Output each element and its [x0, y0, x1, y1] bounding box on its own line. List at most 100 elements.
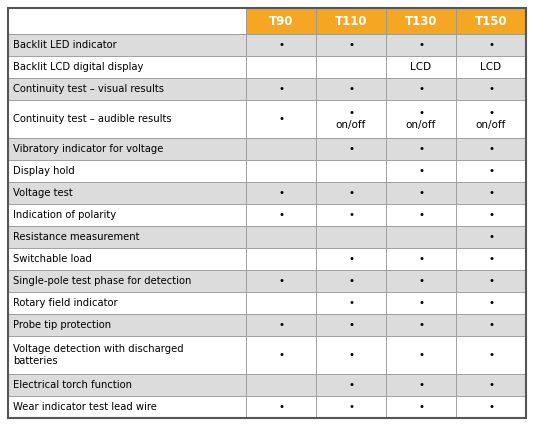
- Text: T130: T130: [405, 15, 437, 27]
- Text: •: •: [278, 350, 284, 360]
- Text: •: •: [418, 40, 424, 50]
- Text: Probe tip protection: Probe tip protection: [13, 320, 111, 330]
- Text: •: •: [488, 40, 494, 50]
- Text: Single-pole test phase for detection: Single-pole test phase for detection: [13, 276, 191, 286]
- Bar: [316, 314, 386, 336]
- Text: Display hold: Display hold: [13, 166, 75, 176]
- Bar: [456, 314, 526, 336]
- Bar: [386, 248, 456, 270]
- Text: Vibratory indicator for voltage: Vibratory indicator for voltage: [13, 144, 164, 154]
- Text: •: •: [488, 144, 494, 154]
- Bar: [8, 160, 246, 182]
- Text: •: •: [488, 320, 494, 330]
- Bar: [8, 336, 246, 374]
- Bar: [456, 34, 526, 56]
- Bar: [246, 204, 316, 226]
- Text: •: •: [418, 380, 424, 390]
- Bar: [316, 56, 386, 78]
- Bar: [386, 336, 456, 374]
- Text: •: •: [348, 320, 354, 330]
- Bar: [246, 100, 316, 138]
- Text: •: •: [418, 298, 424, 308]
- Bar: [456, 78, 526, 100]
- Bar: [456, 248, 526, 270]
- Text: •: •: [348, 276, 354, 286]
- Bar: [456, 204, 526, 226]
- Bar: [386, 138, 456, 160]
- Text: •: •: [348, 210, 354, 220]
- Bar: [456, 374, 526, 396]
- Text: Switchable load: Switchable load: [13, 254, 92, 264]
- Bar: [456, 8, 526, 34]
- Bar: [386, 78, 456, 100]
- Text: •: •: [418, 276, 424, 286]
- Text: •
on/off: • on/off: [406, 108, 436, 130]
- Bar: [316, 8, 386, 34]
- Bar: [456, 160, 526, 182]
- Bar: [386, 160, 456, 182]
- Bar: [386, 292, 456, 314]
- Bar: [456, 182, 526, 204]
- Bar: [386, 374, 456, 396]
- Bar: [456, 270, 526, 292]
- Bar: [386, 8, 456, 34]
- Bar: [8, 34, 246, 56]
- Text: •: •: [488, 84, 494, 94]
- Bar: [8, 292, 246, 314]
- Bar: [316, 78, 386, 100]
- Text: •: •: [488, 402, 494, 412]
- Bar: [8, 138, 246, 160]
- Text: T150: T150: [475, 15, 507, 27]
- Text: Rotary field indicator: Rotary field indicator: [13, 298, 118, 308]
- Bar: [246, 160, 316, 182]
- Text: Voltage test: Voltage test: [13, 188, 72, 198]
- Text: •: •: [278, 320, 284, 330]
- Bar: [246, 8, 316, 34]
- Text: •: •: [488, 380, 494, 390]
- Bar: [316, 34, 386, 56]
- Text: •: •: [348, 188, 354, 198]
- Bar: [386, 314, 456, 336]
- Bar: [8, 396, 246, 418]
- Bar: [8, 226, 246, 248]
- Text: •: •: [278, 114, 284, 124]
- Bar: [386, 100, 456, 138]
- Bar: [8, 78, 246, 100]
- Text: •: •: [348, 380, 354, 390]
- Text: Backlit LED indicator: Backlit LED indicator: [13, 40, 117, 50]
- Text: Voltage detection with discharged
batteries: Voltage detection with discharged batter…: [13, 344, 184, 366]
- Bar: [8, 100, 246, 138]
- Bar: [246, 226, 316, 248]
- Text: •: •: [488, 210, 494, 220]
- Text: •: •: [418, 84, 424, 94]
- Text: •: •: [488, 232, 494, 242]
- Bar: [316, 336, 386, 374]
- Bar: [8, 182, 246, 204]
- Text: Continuity test – visual results: Continuity test – visual results: [13, 84, 164, 94]
- Text: •: •: [348, 402, 354, 412]
- Text: •: •: [278, 402, 284, 412]
- Text: Electrical torch function: Electrical torch function: [13, 380, 132, 390]
- Bar: [246, 56, 316, 78]
- Bar: [316, 160, 386, 182]
- Text: •: •: [418, 254, 424, 264]
- Text: LCD: LCD: [410, 62, 432, 72]
- Text: LCD: LCD: [480, 62, 502, 72]
- Text: •
on/off: • on/off: [336, 108, 366, 130]
- Bar: [8, 8, 246, 34]
- Bar: [246, 292, 316, 314]
- Text: •: •: [348, 298, 354, 308]
- Text: •: •: [418, 350, 424, 360]
- Text: •: •: [488, 350, 494, 360]
- Bar: [386, 270, 456, 292]
- Text: •
on/off: • on/off: [476, 108, 506, 130]
- Bar: [8, 204, 246, 226]
- Text: •: •: [488, 276, 494, 286]
- Text: T110: T110: [335, 15, 367, 27]
- Bar: [246, 34, 316, 56]
- Text: •: •: [278, 40, 284, 50]
- Bar: [386, 226, 456, 248]
- Text: Backlit LCD digital display: Backlit LCD digital display: [13, 62, 143, 72]
- Bar: [8, 56, 246, 78]
- Text: •: •: [418, 210, 424, 220]
